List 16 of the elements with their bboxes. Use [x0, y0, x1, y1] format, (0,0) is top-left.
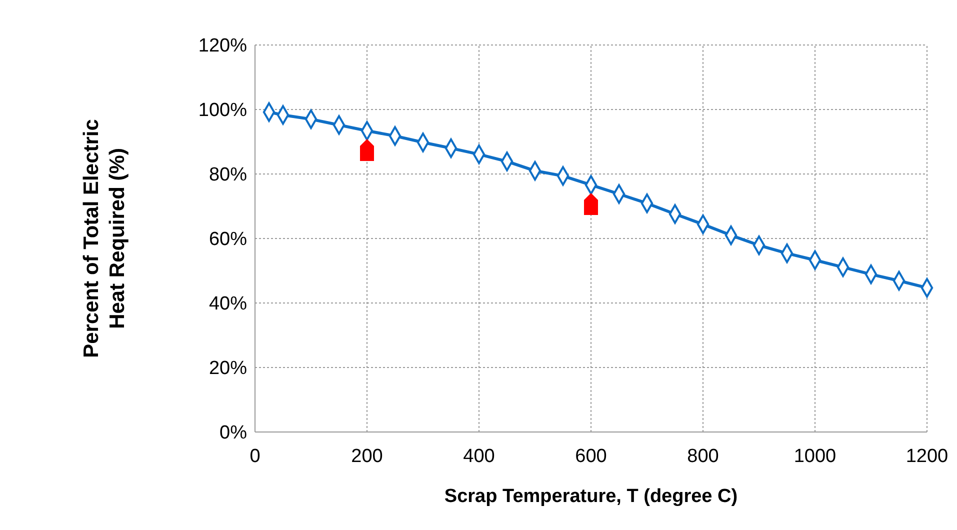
y-tick-label: 20% [208, 358, 248, 380]
x-tick-label: 200 [351, 446, 383, 467]
x-tick-label: 800 [687, 446, 719, 467]
x-tick-label: 400 [463, 446, 495, 467]
y-tick-label: 40% [208, 294, 248, 315]
x-tick-label: 1200 [906, 446, 948, 467]
y-tick-label: 100% [198, 100, 248, 122]
y-tick-label: 120% [198, 36, 248, 57]
y-axis-title: Percent of Total Electric Heat Required (%) [80, 118, 130, 358]
y-tick-label: 0% [220, 422, 248, 444]
x-axis-title: Scrap Temperature, T (degree C) [444, 486, 738, 507]
x-tick-label: 0 [250, 446, 260, 467]
x-tick-label: 1000 [794, 446, 836, 467]
x-tick-label: 600 [575, 446, 607, 467]
y-tick-label: 60% [208, 229, 248, 250]
y-tick-label: 80% [208, 164, 248, 186]
